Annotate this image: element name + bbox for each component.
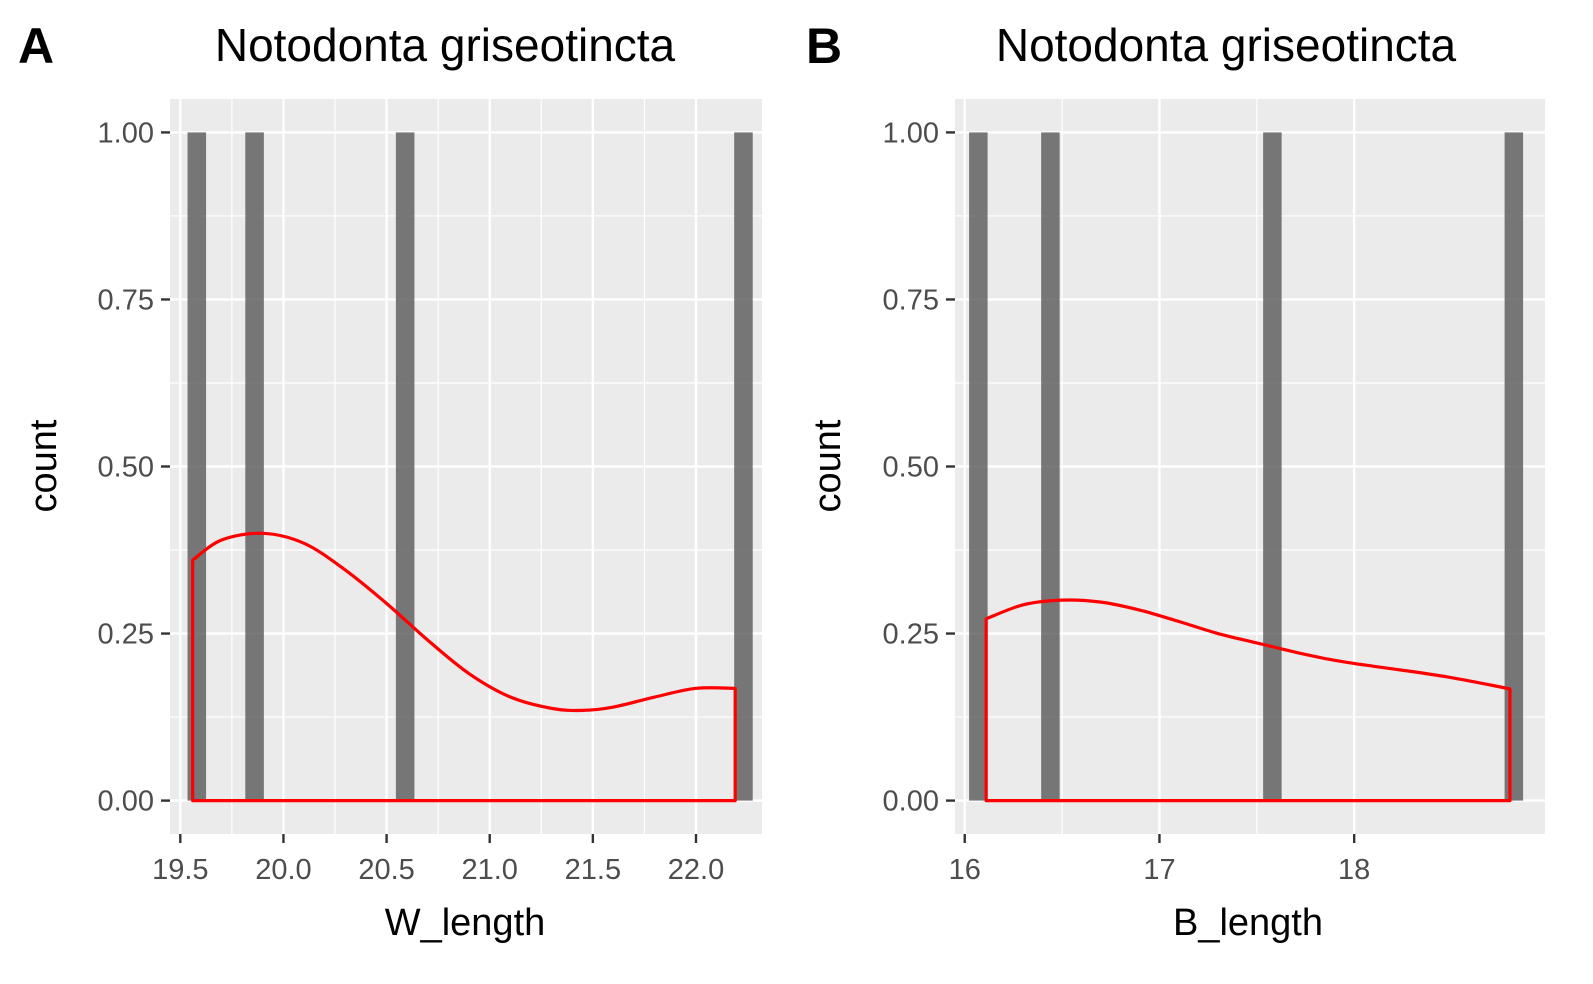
panel-b-bar: [969, 132, 988, 801]
panel-a-x-tick-label: 20.0: [255, 854, 311, 886]
panel-a-y-tick-label: 0.50: [98, 452, 154, 484]
panel-b-density-curve: [984, 598, 1512, 803]
panel-b-title: Notodonta griseotincta: [996, 19, 1457, 71]
panel-a-bar: [734, 132, 753, 801]
panel-b-y-tick-label: 0.50: [883, 452, 939, 484]
panel-a-x-tick-label: 22.0: [668, 854, 724, 886]
panel-a-x-axis-title: W_length: [385, 902, 546, 944]
panel-b-x-axis-title: B_length: [1173, 902, 1323, 944]
panel-b-x-tick-label: 16: [949, 854, 981, 886]
panel-b-bar: [1504, 132, 1524, 801]
panel-a-y-tick-label: 0.75: [98, 284, 154, 316]
panel-b-y-tick-label: 1.00: [883, 117, 939, 149]
panel-a-title: Notodonta griseotincta: [215, 19, 676, 71]
panel-a-bar: [245, 132, 264, 801]
panel-b-y-tick-label: 0.00: [883, 786, 939, 818]
panel-a-y-tick-label: 1.00: [98, 117, 154, 149]
panel-a-x-tick-label: 21.5: [565, 854, 621, 886]
panel-a-y-tick-label: 0.00: [98, 786, 154, 818]
panel-a-y-tick-label: 0.25: [98, 619, 154, 651]
panel-a-x-tick-label: 19.5: [152, 854, 208, 886]
panel-a-x-tick-label: 21.0: [461, 854, 517, 886]
panel-b-y-axis-title: count: [807, 419, 849, 512]
panel-b-x-tick-label: 17: [1143, 854, 1175, 886]
panel-b-y-tick-label: 0.25: [883, 619, 939, 651]
panel-b-letter: B: [806, 18, 842, 74]
panel-b-bar: [1263, 132, 1282, 801]
panel-a-y-axis-title: count: [23, 419, 65, 512]
panel-a-bar: [187, 132, 207, 801]
panel-a-letter: A: [18, 18, 54, 74]
panel-a-x-tick-label: 20.5: [358, 854, 414, 886]
panel-b-bar: [1041, 132, 1060, 801]
panel-a-density-curve: [191, 531, 737, 803]
panel-b-density-histogram: 0.00 0.25 0.50 0.75 1.00 16 17 18 B Notodonta g…: [806, 18, 1545, 944]
panel-b-x-tick-label: 18: [1338, 854, 1370, 886]
panel-a-bar: [395, 132, 415, 801]
panel-a-density-histogram: 0.00 0.25 0.50 0.75 1.00 19.5 20.0 20.5 21.0 21.5…: [18, 18, 762, 944]
panel-b-y-tick-label: 0.75: [883, 284, 939, 316]
